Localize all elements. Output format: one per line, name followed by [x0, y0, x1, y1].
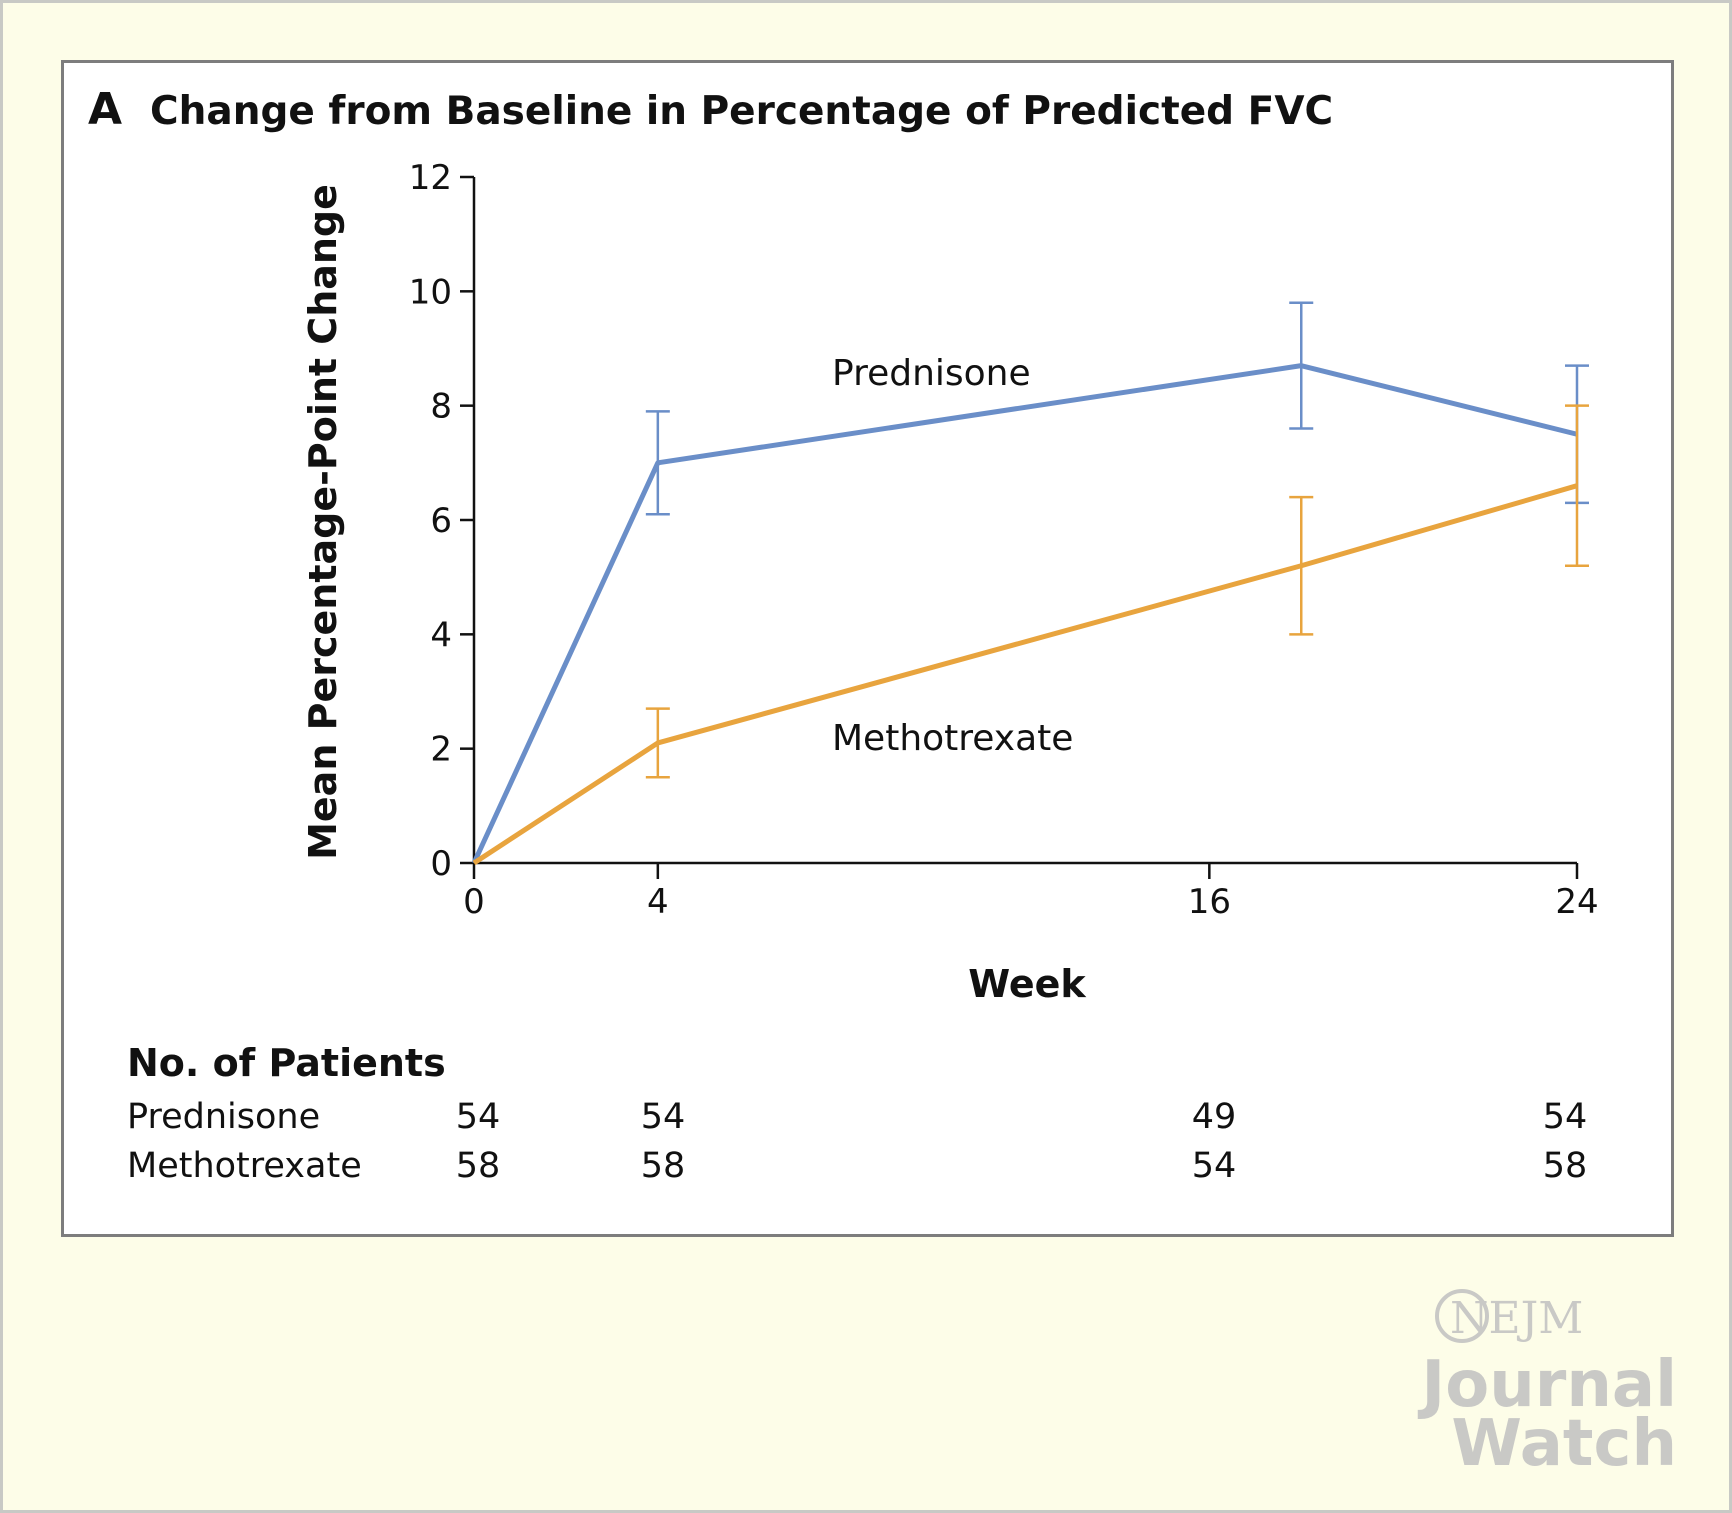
patients-count-methotrexate: 58: [641, 1146, 686, 1186]
x-tick-label: 0: [463, 882, 485, 922]
series-prednisone: [471, 301, 1589, 865]
y-tick-label: 10: [409, 272, 452, 312]
y-tick-label: 2: [430, 730, 452, 770]
chart-title: Change from Baseline in Percentage of Pr…: [150, 89, 1333, 134]
patients-values: 54 54 49 54 58 58 54 58: [456, 1097, 1588, 1186]
x-axis-label: Week: [968, 962, 1086, 1006]
series-line-methotrexate: [472, 483, 1578, 866]
patients-count-prednisone: 54: [456, 1097, 501, 1137]
x-tick-label: 16: [1188, 882, 1231, 922]
patients-count-methotrexate: 54: [1192, 1146, 1237, 1186]
patients-heading: No. of Patients: [127, 1041, 446, 1085]
panel-letter: A: [88, 84, 122, 135]
y-axis-label: Mean Percentage-Point Change: [301, 184, 345, 860]
y-tick-label: 6: [430, 501, 452, 541]
patients-count-prednisone: 54: [1543, 1097, 1588, 1137]
series-label-methotrexate: Methotrexate: [832, 718, 1073, 759]
patients-count-methotrexate: 58: [456, 1146, 501, 1186]
watermark-journal: Journal: [1417, 1348, 1677, 1422]
figure-page: [3, 3, 1729, 1510]
patients-count-prednisone: 49: [1192, 1097, 1237, 1137]
y-tick-label: 4: [430, 615, 452, 655]
patients-row-label-methotrexate: Methotrexate: [127, 1146, 362, 1186]
series-label-prednisone: Prednisone: [832, 353, 1031, 394]
watermark-nejm: NEJM: [1450, 1293, 1583, 1344]
watermark-circle-icon: [1435, 1289, 1489, 1343]
y-tick-label: 12: [409, 158, 452, 198]
chart-panel: [61, 60, 1674, 1237]
patients-count-prednisone: 54: [641, 1097, 686, 1137]
watermark-logo: NEJM Journal Watch: [1417, 1289, 1677, 1481]
patients-count-methotrexate: 58: [1543, 1146, 1588, 1186]
y-tick-label: 0: [430, 844, 452, 884]
watermark-watch: Watch: [1451, 1407, 1677, 1481]
series-layer: [471, 301, 1589, 866]
series-line-prednisone: [471, 363, 1578, 865]
series-methotrexate: [472, 404, 1589, 866]
y-tick-label: 8: [430, 387, 452, 427]
patients-row-label-prednisone: Prednisone: [127, 1097, 320, 1137]
x-tick-label: 4: [647, 882, 669, 922]
x-tick-label: 24: [1555, 882, 1598, 922]
